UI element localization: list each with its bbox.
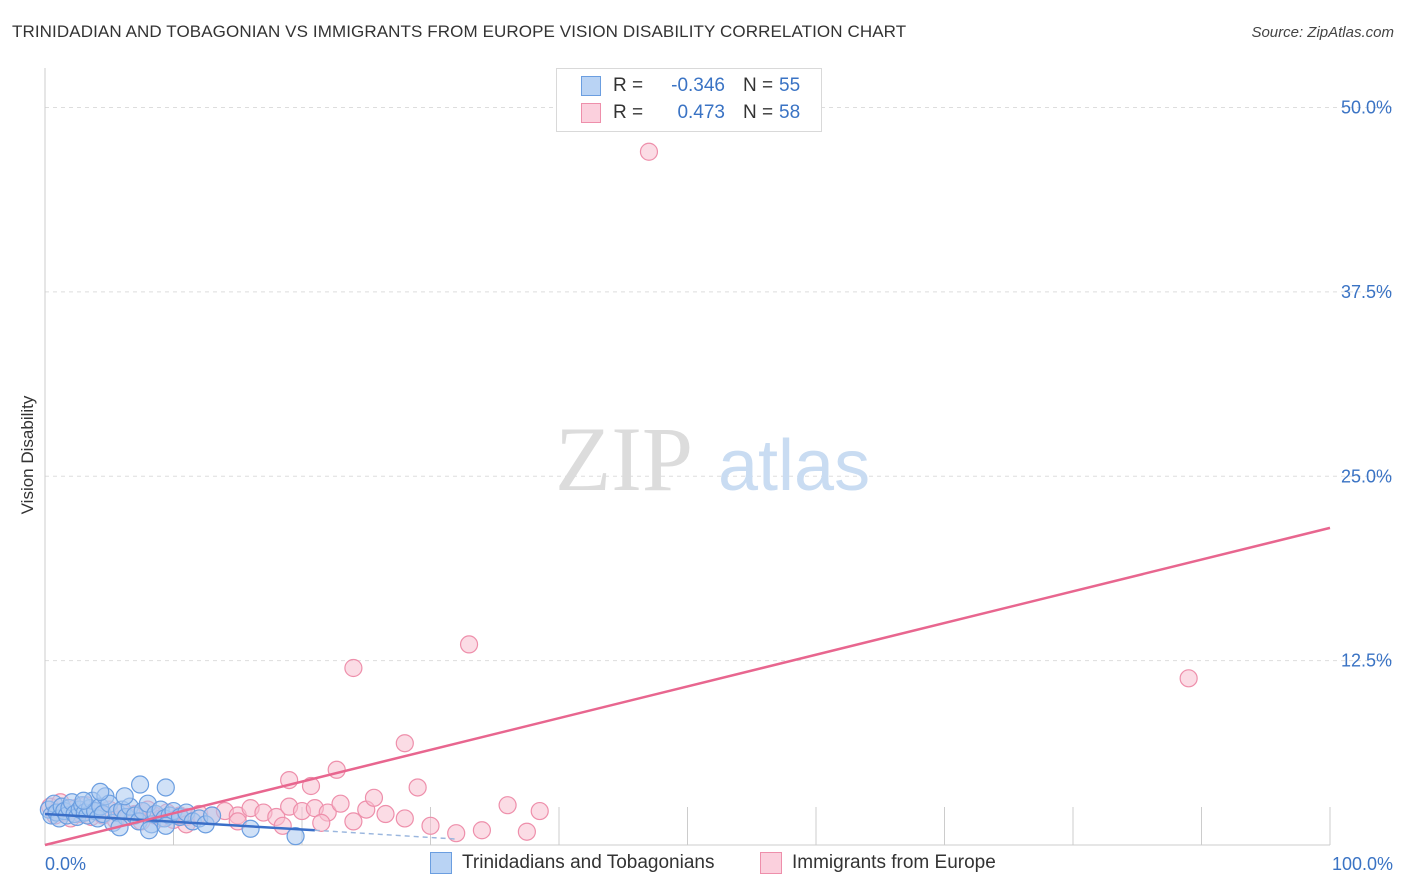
point-trinidadian xyxy=(74,791,93,810)
point-europe xyxy=(1179,669,1198,688)
legend-n-value: 55 xyxy=(779,75,801,96)
point-europe xyxy=(331,794,350,813)
tick-label-layer: 12.5% 25.0% 37.5% 50.0% 0.0% 100.0% xyxy=(45,98,1393,875)
point-europe xyxy=(517,822,536,841)
point-trinidadian xyxy=(156,778,175,797)
points-layer xyxy=(39,142,1198,846)
point-trinidadian xyxy=(202,806,222,825)
y-tick-label: 37.5% xyxy=(1341,282,1392,302)
series-legend: Trinidadians and Tobagonians Immigrants … xyxy=(0,852,1406,878)
legend-n-label: N = xyxy=(743,75,774,96)
point-europe xyxy=(301,776,321,796)
series-legend-label: Trinidadians and Tobagonians xyxy=(462,852,715,873)
point-europe xyxy=(421,816,440,835)
series-swatch-blue xyxy=(430,852,452,874)
point-europe xyxy=(344,658,363,678)
point-trinidadian xyxy=(286,827,305,846)
x-tick-label: 100.0% xyxy=(1332,854,1393,874)
correlation-legend: R = -0.346 N = 55 R = 0.473 N = 58 xyxy=(556,68,822,132)
point-europe xyxy=(530,801,549,821)
y-axis-label: Vision Disability xyxy=(18,395,37,515)
point-trinidadian xyxy=(91,782,110,802)
series-legend-item-2: Immigrants from Europe xyxy=(760,852,996,874)
trendline-trinidadian-extension xyxy=(314,829,457,840)
legend-r-label: R = xyxy=(613,75,644,96)
point-europe xyxy=(498,796,517,815)
series-legend-item-1: Trinidadians and Tobagonians xyxy=(430,852,714,874)
y-tick-label: 12.5% xyxy=(1341,651,1392,671)
trend-layer xyxy=(44,526,1331,847)
point-europe xyxy=(395,734,414,753)
x-tick-label: 0.0% xyxy=(45,854,86,874)
trendline-trinidadian xyxy=(44,812,315,832)
series-legend-label: Immigrants from Europe xyxy=(792,852,996,873)
point-europe xyxy=(376,804,395,824)
point-trinidadian xyxy=(115,787,134,806)
point-europe xyxy=(639,142,659,161)
legend-row-series1: R = -0.346 N = 55 xyxy=(581,75,800,97)
watermark-zip: ZIP xyxy=(555,408,693,510)
legend-swatch-blue xyxy=(581,76,601,96)
point-europe xyxy=(273,816,292,835)
trendline-europe xyxy=(44,526,1331,847)
y-tick-label: 50.0% xyxy=(1341,98,1392,118)
series-swatch-pink xyxy=(760,852,782,874)
point-trinidadian xyxy=(130,775,150,794)
legend-swatch-pink xyxy=(581,103,601,123)
source-credit: Source: ZipAtlas.com xyxy=(1251,24,1394,41)
legend-r-label: R = xyxy=(613,102,644,123)
legend-n-label: N = xyxy=(743,102,774,123)
point-europe xyxy=(395,809,414,828)
legend-n-value: 58 xyxy=(779,102,801,123)
legend-r-value: 0.473 xyxy=(677,102,725,123)
point-trinidadian xyxy=(139,821,159,840)
watermark: ZIP atlas xyxy=(555,408,870,510)
y-tick-label: 25.0% xyxy=(1341,466,1392,486)
point-europe xyxy=(364,788,384,807)
point-europe xyxy=(408,778,427,797)
point-europe xyxy=(312,813,331,832)
legend-r-value: -0.346 xyxy=(671,75,725,96)
point-europe xyxy=(447,824,466,843)
grid-layer xyxy=(45,107,1392,662)
point-europe xyxy=(459,635,479,654)
watermark-atlas: atlas xyxy=(718,426,870,506)
chart-title: TRINIDADIAN AND TOBAGONIAN VS IMMIGRANTS… xyxy=(12,22,907,41)
point-europe xyxy=(472,821,491,840)
legend-row-series2: R = 0.473 N = 58 xyxy=(581,102,800,124)
point-europe xyxy=(344,812,363,831)
point-trinidadian xyxy=(241,819,260,838)
